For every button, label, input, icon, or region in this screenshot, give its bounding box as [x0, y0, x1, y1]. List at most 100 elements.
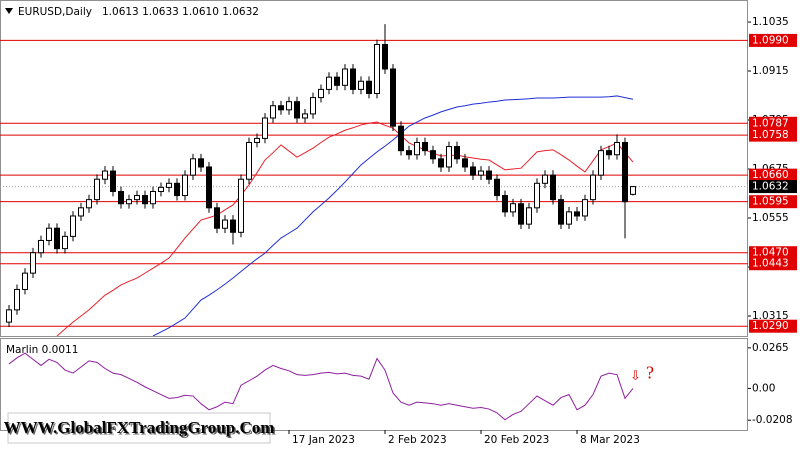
candle-body: [302, 113, 308, 119]
level-label-box: [749, 33, 797, 47]
candle-body: [206, 166, 212, 209]
x-tick-label: 2 Feb 2023: [388, 434, 447, 446]
y-tick-label: 1.1035: [752, 16, 789, 28]
watermark-box: [7, 412, 271, 444]
candle-body: [590, 174, 596, 201]
osc-tick-label: 0.0265: [752, 342, 789, 354]
candle-body: [574, 211, 580, 217]
level-label: 1.0660: [752, 169, 789, 181]
level-label-box: [749, 319, 797, 333]
candle-body: [286, 101, 292, 111]
candle-body: [158, 186, 164, 192]
candle-body: [190, 158, 196, 176]
candle-body: [558, 199, 564, 225]
candle-body: [566, 211, 572, 225]
oscillator-line: [8, 352, 634, 421]
ohlc-header: 1.0613 1.0633 1.0610 1.0632: [102, 6, 259, 18]
candle-body: [118, 190, 124, 205]
candle-body: [110, 170, 116, 192]
annotation-arrow: ⇩: [630, 369, 641, 384]
candle-body: [598, 150, 604, 176]
moving-average: [152, 95, 634, 336]
moving-average: [56, 121, 634, 336]
candle-body: [494, 178, 500, 197]
candle-body: [86, 199, 92, 209]
candle-body: [334, 76, 340, 86]
candle-body: [390, 68, 396, 127]
candle-body: [550, 174, 556, 201]
candle-body: [622, 141, 628, 203]
y-tick-label: 1.0915: [752, 65, 789, 77]
candle-body: [526, 207, 532, 225]
candle-body: [198, 158, 204, 168]
y-tick-label: 1.0315: [752, 310, 789, 322]
candle-body: [438, 158, 444, 168]
level-label: 1.0470: [752, 247, 789, 259]
candle-body: [62, 235, 68, 250]
candle-body: [38, 239, 44, 254]
candle-body: [78, 207, 84, 217]
level-label: 1.0290: [752, 320, 789, 332]
osc-tick-label: -0.0208: [752, 414, 793, 426]
oscillator-panel-frame: [0, 338, 748, 431]
oscillator-title: Marlin 0.0011: [6, 344, 78, 356]
candle-body: [326, 76, 332, 90]
candle-body: [542, 174, 548, 184]
candle-body: [166, 182, 172, 188]
candle-body: [430, 150, 436, 160]
candle-body: [142, 195, 148, 205]
candle-body: [366, 80, 372, 94]
level-label-box: [749, 168, 797, 182]
candle-body: [318, 88, 324, 99]
candle-body: [22, 272, 28, 290]
candle-body: [6, 309, 12, 323]
candle-body: [94, 178, 100, 201]
candle-body: [630, 186, 636, 195]
candle-body: [374, 44, 380, 94]
candle-body: [174, 182, 180, 197]
level-label-box: [749, 195, 797, 209]
candle-body: [310, 97, 316, 115]
candle-body: [454, 146, 460, 160]
watermark: WWW.GlobalFXTradingGroup.Com: [4, 418, 275, 437]
candle-body: [262, 117, 268, 139]
candle-body: [14, 288, 20, 311]
oscillator-plot: [8, 352, 634, 421]
candle-body: [222, 219, 228, 229]
candle-body: [470, 166, 476, 176]
candle-body: [350, 68, 356, 90]
candle-body: [518, 203, 524, 225]
candle-body: [486, 170, 492, 180]
current-price-box: [749, 180, 797, 194]
annotation-question: ?: [646, 363, 654, 383]
level-label-box: [749, 128, 797, 142]
candle-body: [134, 195, 140, 201]
candle-body: [278, 105, 284, 111]
candle-body: [342, 68, 348, 86]
x-tick-label: 8 Mar 2023: [580, 434, 640, 446]
candle-body: [606, 150, 612, 156]
candle-body: [358, 80, 364, 90]
watermark-shadow: WWW.GlobalFXTradingGroup.Com: [5, 419, 276, 438]
candle-body: [230, 219, 236, 233]
level-label-box: [749, 116, 797, 130]
candle-body: [270, 105, 276, 119]
candle-body: [102, 170, 108, 180]
level-label: 1.0595: [752, 196, 789, 208]
candle-body: [406, 150, 412, 156]
candle-body: [382, 44, 388, 70]
level-label: 1.0787: [752, 117, 789, 129]
candle-body: [294, 101, 300, 119]
x-tick-label: 17 Jan 2023: [292, 434, 355, 446]
candle-body: [462, 158, 468, 168]
level-label-box: [749, 257, 797, 271]
osc-tick-label: 0.00: [752, 382, 775, 394]
candle-body: [582, 199, 588, 217]
level-label: 1.0443: [752, 258, 789, 270]
axes: 1.10351.09151.07951.06751.05551.04351.03…: [288, 16, 797, 446]
candle-body: [446, 146, 452, 168]
candle-body: [534, 182, 540, 209]
